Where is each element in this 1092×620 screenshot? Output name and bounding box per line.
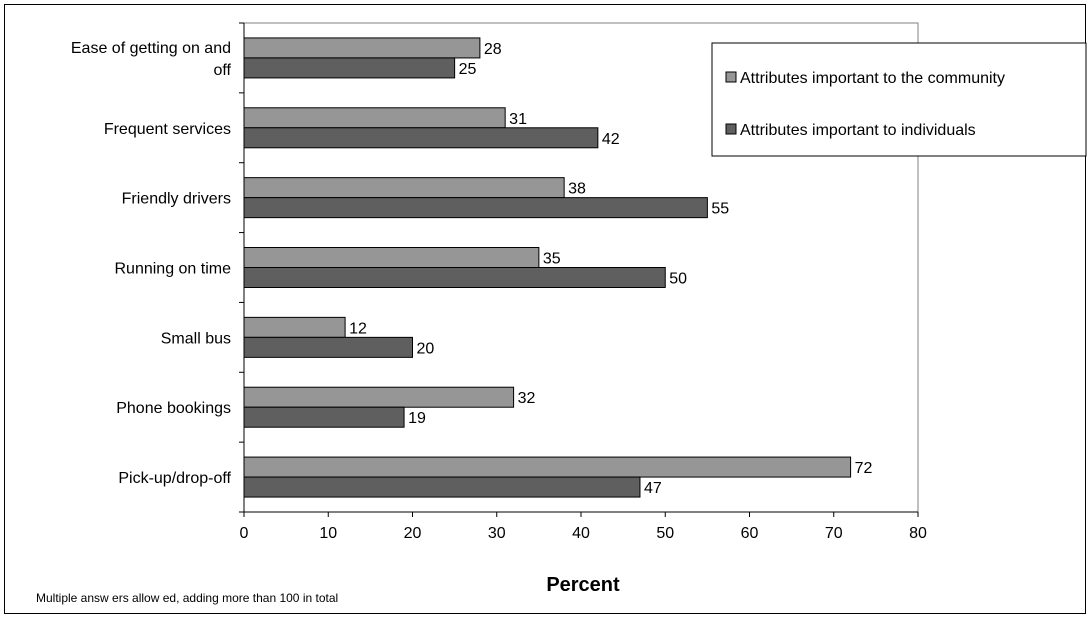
data-label: 20 (417, 340, 435, 357)
bar-series-1 (243, 316, 346, 338)
data-label: 19 (408, 410, 426, 427)
data-label: 32 (518, 390, 536, 407)
x-tick-label: 70 (825, 525, 843, 542)
category-label: off (214, 62, 232, 79)
y-axis-ticks (239, 22, 244, 513)
bar-series-1 (243, 247, 540, 268)
legend-label: Attributes important to the community (740, 70, 1005, 87)
data-label: 42 (602, 131, 620, 148)
data-label: 28 (484, 41, 502, 58)
legend-swatch (725, 71, 737, 83)
x-tick-label: 80 (909, 525, 927, 542)
category-label: Frequent services (104, 121, 231, 138)
bar-series-1 (243, 107, 506, 129)
footnote: Multiple answ ers allow ed, adding more … (36, 591, 338, 605)
x-tick-label: 10 (319, 525, 337, 542)
legend-swatch (725, 123, 737, 135)
x-tick-label: 60 (741, 525, 759, 542)
category-label: Running on time (114, 261, 231, 278)
bar-series-1 (243, 456, 852, 478)
category-label: Small bus (161, 330, 231, 347)
data-labels: 28 25 31 42 38 55 35 50 12 20 32 19 72 47 (349, 41, 872, 497)
x-tick-label: 40 (572, 525, 590, 542)
category-label: Friendly drivers (122, 191, 231, 208)
x-tick-label: 20 (404, 525, 422, 542)
chart-frame: 0 10 20 30 40 50 60 70 80 Ease of getting on and… (4, 4, 1087, 614)
category-labels: Ease of getting on and off Frequent servic… (71, 40, 232, 487)
data-label: 31 (509, 111, 527, 128)
bar-series-2 (243, 127, 599, 149)
category-label: Phone bookings (116, 400, 231, 417)
x-axis-title: Percent (546, 574, 620, 596)
legend: Attributes important to the community Att… (711, 42, 1087, 157)
bar-series-2 (243, 267, 666, 288)
x-tick-label: 0 (240, 525, 249, 542)
data-label: 72 (855, 460, 873, 477)
data-label: 25 (459, 61, 477, 78)
bar-series-1 (243, 177, 565, 199)
bar-series-1 (243, 37, 481, 59)
x-tick-label: 50 (656, 525, 674, 542)
x-axis-ticks: 0 10 20 30 40 50 60 70 80 (240, 512, 927, 542)
category-label: Pick-up/drop-off (118, 470, 231, 487)
data-label: 50 (669, 271, 687, 288)
data-label: 47 (644, 480, 662, 497)
legend-box (711, 42, 1087, 157)
data-label: 12 (349, 320, 367, 337)
bar-series-2 (243, 476, 641, 498)
bars (243, 37, 852, 498)
data-label: 55 (711, 201, 729, 218)
bar-series-1 (243, 386, 515, 408)
bar-series-2 (243, 336, 413, 358)
category-label: Ease of getting on and (71, 40, 231, 57)
x-tick-label: 30 (488, 525, 506, 542)
bar-series-2 (243, 197, 708, 219)
bar-chart: 0 10 20 30 40 50 60 70 80 Ease of getting on and… (36, 22, 1087, 605)
data-label: 38 (568, 181, 586, 198)
bar-series-2 (243, 57, 456, 79)
legend-label: Attributes important to individuals (740, 122, 976, 139)
bar-series-2 (243, 406, 405, 428)
data-label: 35 (543, 251, 561, 268)
